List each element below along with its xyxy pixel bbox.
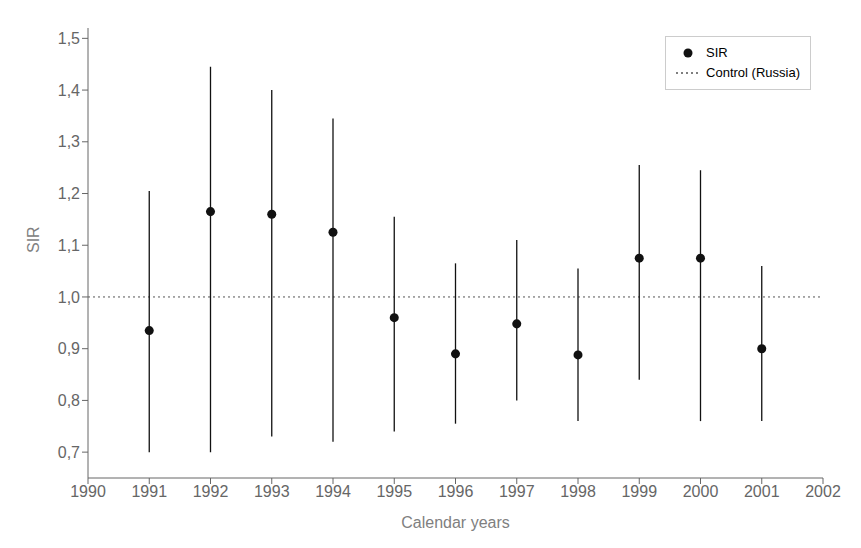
svg-text:1991: 1991	[131, 483, 167, 500]
svg-text:2001: 2001	[744, 483, 780, 500]
svg-text:1,3: 1,3	[58, 133, 80, 150]
svg-text:1999: 1999	[621, 483, 657, 500]
html-text:Control (Russia): Control (Russia)	[706, 65, 800, 80]
svg-text:1,0: 1,0	[58, 289, 80, 306]
svg-text:1997: 1997	[499, 483, 535, 500]
svg-text:0,9: 0,9	[58, 340, 80, 357]
svg-text:1,4: 1,4	[58, 82, 80, 99]
svg-text:1998: 1998	[560, 483, 596, 500]
svg-text:1995: 1995	[376, 483, 412, 500]
svg-text:1992: 1992	[193, 483, 229, 500]
svg-text:1,5: 1,5	[58, 30, 80, 47]
svg-text:1,1: 1,1	[58, 237, 80, 254]
svg-text:Calendar years: Calendar years	[401, 514, 510, 531]
svg-text:1994: 1994	[315, 483, 351, 500]
svg-text:1,2: 1,2	[58, 185, 80, 202]
svg-text:1993: 1993	[254, 483, 290, 500]
html-text:SIR: SIR	[706, 45, 728, 60]
svg-text:2002: 2002	[805, 483, 841, 500]
svg-text:1990: 1990	[70, 483, 106, 500]
svg-text:1996: 1996	[438, 483, 474, 500]
svg-text:2000: 2000	[683, 483, 719, 500]
svg-text:SIR: SIR	[25, 226, 42, 253]
svg-text:0,8: 0,8	[58, 392, 80, 409]
svg-text:0,7: 0,7	[58, 444, 80, 461]
